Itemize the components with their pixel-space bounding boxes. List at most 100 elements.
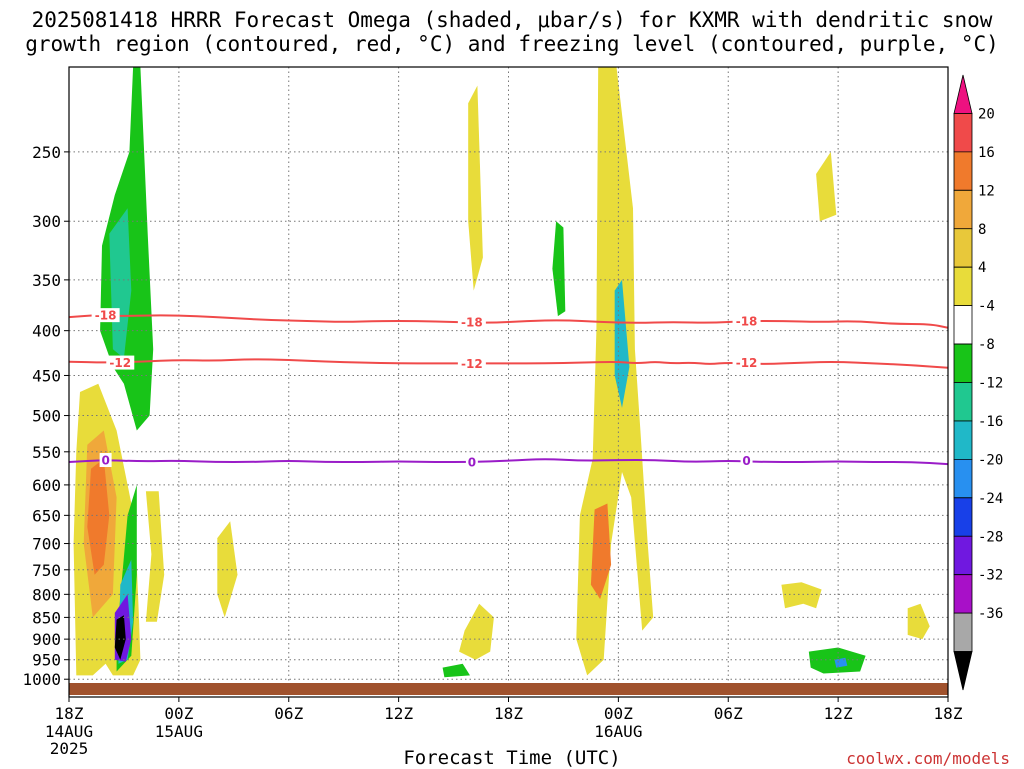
y-tick-label: 950	[32, 651, 61, 670]
omega-region-21	[781, 582, 822, 609]
contour-label-bg	[91, 308, 120, 323]
y-tick-label: 1000	[22, 670, 61, 689]
contour-line-2	[69, 458, 948, 466]
omega-region-2	[87, 458, 110, 575]
contour-label-bg	[457, 315, 486, 330]
omega-region-15	[468, 85, 483, 291]
contour-label-bg	[740, 453, 753, 468]
contour-label: -18	[461, 316, 483, 330]
x-tick-label: 12Z	[824, 704, 853, 723]
colorbar-swatch	[953, 497, 973, 537]
colorbar-label: -24	[978, 491, 1003, 507]
colorbar-label: -4	[978, 299, 995, 315]
y-tick-label: 550	[32, 443, 61, 462]
omega-region-14	[816, 151, 837, 222]
x-tick-label: 18Z	[55, 704, 84, 723]
chart-title-line-1: 2025081418 HRRR Forecast Omega (shaded, …	[31, 8, 993, 32]
colorbar-label: -8	[978, 337, 995, 353]
colorbar-swatch	[953, 74, 973, 114]
x-tick-label: 06Z	[714, 704, 743, 723]
contour-label-bg	[732, 355, 761, 370]
chart-title-line-2: growth region (contoured, red, °C) and f…	[25, 32, 999, 56]
omega-region-22	[907, 603, 930, 640]
y-tick-label: 650	[32, 506, 61, 525]
colorbar-label: -32	[978, 568, 1003, 584]
y-tick-label: 800	[32, 585, 61, 604]
credit-text: coolwx.com/models	[846, 749, 1010, 768]
omega-region-17	[145, 491, 165, 622]
y-tick-label: 750	[32, 561, 61, 580]
colorbar-swatch	[953, 382, 973, 422]
y-tick-label: 700	[32, 535, 61, 554]
contour-label: -12	[736, 356, 758, 370]
colorbar-label: 16	[978, 145, 995, 161]
x-tick-date: 16AUG	[594, 722, 642, 741]
omega-region-19	[459, 603, 494, 660]
colorbar: 20 16 12 8 4 -4 -8 -12 -16 -20 -24 -28 -32 -36	[953, 74, 1003, 691]
x-tick-label: 12Z	[384, 704, 413, 723]
surface-ground-bar	[69, 683, 948, 695]
x-axis-title: Forecast Time (UTC)	[403, 747, 621, 769]
y-tick-label: 450	[32, 366, 61, 385]
contour-label-bg	[106, 355, 135, 370]
colorbar-swatch	[953, 113, 973, 153]
omega-region-8	[114, 615, 126, 660]
colorbar-swatch	[953, 228, 973, 268]
y-tick-label: 350	[32, 271, 61, 290]
colorbar-swatch	[953, 189, 973, 230]
colorbar-label: -28	[978, 529, 1003, 545]
colorbar-swatch	[953, 343, 973, 383]
y-tick-label: 600	[32, 476, 61, 495]
contour-label: -12	[461, 357, 483, 371]
colorbar-label: 8	[978, 222, 986, 238]
colorbar-swatch	[953, 535, 973, 576]
x-tick-date: 15AUG	[155, 722, 203, 741]
contour-label-bg	[465, 455, 478, 470]
y-tick-label: 250	[32, 143, 61, 162]
y-axis: 250 300 350 400 450 500 550 600 650 700 750 800 850 9…	[22, 143, 69, 689]
omega-region-10	[590, 503, 612, 600]
colorbar-label: 4	[978, 260, 986, 276]
contour-label-bg	[457, 356, 486, 371]
colorbar-swatch	[953, 612, 973, 652]
colorbar-swatch	[953, 151, 973, 191]
colorbar-label: 20	[978, 106, 995, 122]
colorbar-label: 12	[978, 183, 995, 199]
y-tick-label: 850	[32, 608, 61, 627]
colorbar-label: -16	[978, 414, 1003, 430]
colorbar-swatch	[953, 651, 973, 691]
omega-region-16	[552, 221, 566, 317]
x-tick-label: 00Z	[164, 704, 193, 723]
contour-label: 0	[468, 456, 476, 470]
x-tick-label: 18Z	[494, 704, 523, 723]
contour-label: 0	[101, 454, 109, 468]
temperature-contours: -18 -18 -18 -12 -12 -12 0 0 0	[69, 308, 948, 470]
contour-label: 0	[742, 454, 750, 468]
y-tick-label: 500	[32, 407, 61, 426]
colorbar-swatch	[953, 458, 973, 499]
y-tick-label: 400	[32, 322, 61, 341]
y-tick-label: 900	[32, 630, 61, 649]
colorbar-swatch	[953, 574, 973, 614]
colorbar-label: -20	[978, 452, 1003, 468]
x-tick-label: 18Z	[934, 704, 963, 723]
y-tick-label: 300	[32, 212, 61, 231]
x-tick-year: 2025	[50, 739, 89, 758]
contour-label: -18	[95, 309, 117, 323]
colorbar-swatch	[953, 266, 973, 307]
contour-label: -18	[736, 315, 758, 329]
omega-region-20	[442, 663, 470, 678]
colorbar-label: -36	[978, 606, 1003, 622]
contour-label-bg	[732, 314, 761, 329]
x-tick-date: 14AUG	[45, 722, 93, 741]
x-tick-label: 00Z	[604, 704, 633, 723]
colorbar-label: -12	[978, 376, 1003, 392]
colorbar-swatch	[953, 305, 973, 345]
x-tick-label: 06Z	[274, 704, 303, 723]
contour-label-bg	[99, 453, 112, 468]
contour-line-1	[69, 358, 948, 369]
contour-line-0	[69, 314, 948, 329]
contour-label: -12	[109, 356, 131, 370]
